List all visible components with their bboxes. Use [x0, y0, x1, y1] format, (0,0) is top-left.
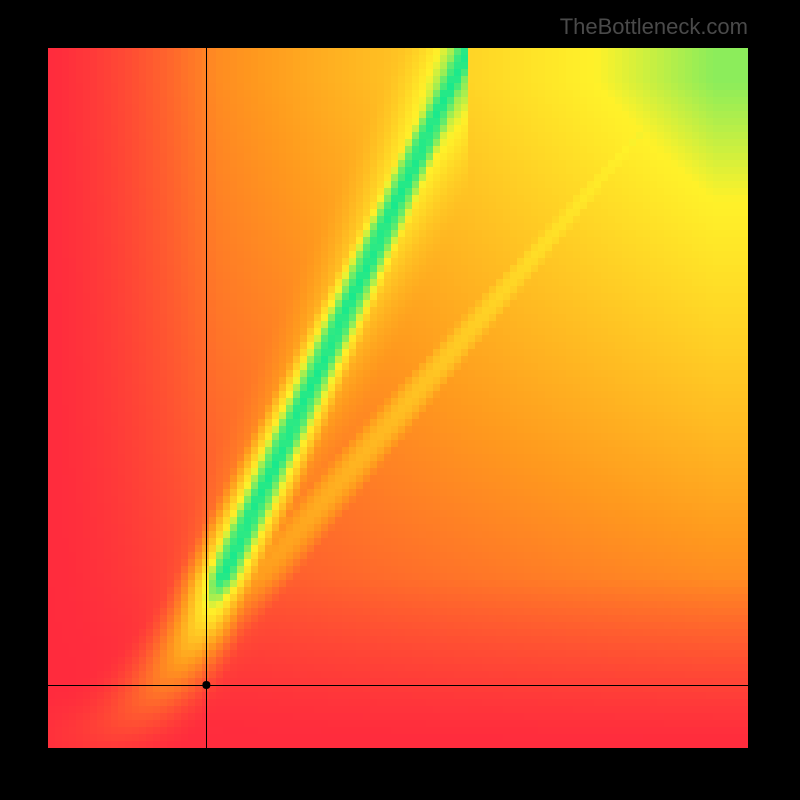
figure: TheBottleneck.com	[0, 0, 800, 800]
heatmap-canvas	[0, 0, 800, 800]
attribution-label: TheBottleneck.com	[560, 14, 748, 40]
